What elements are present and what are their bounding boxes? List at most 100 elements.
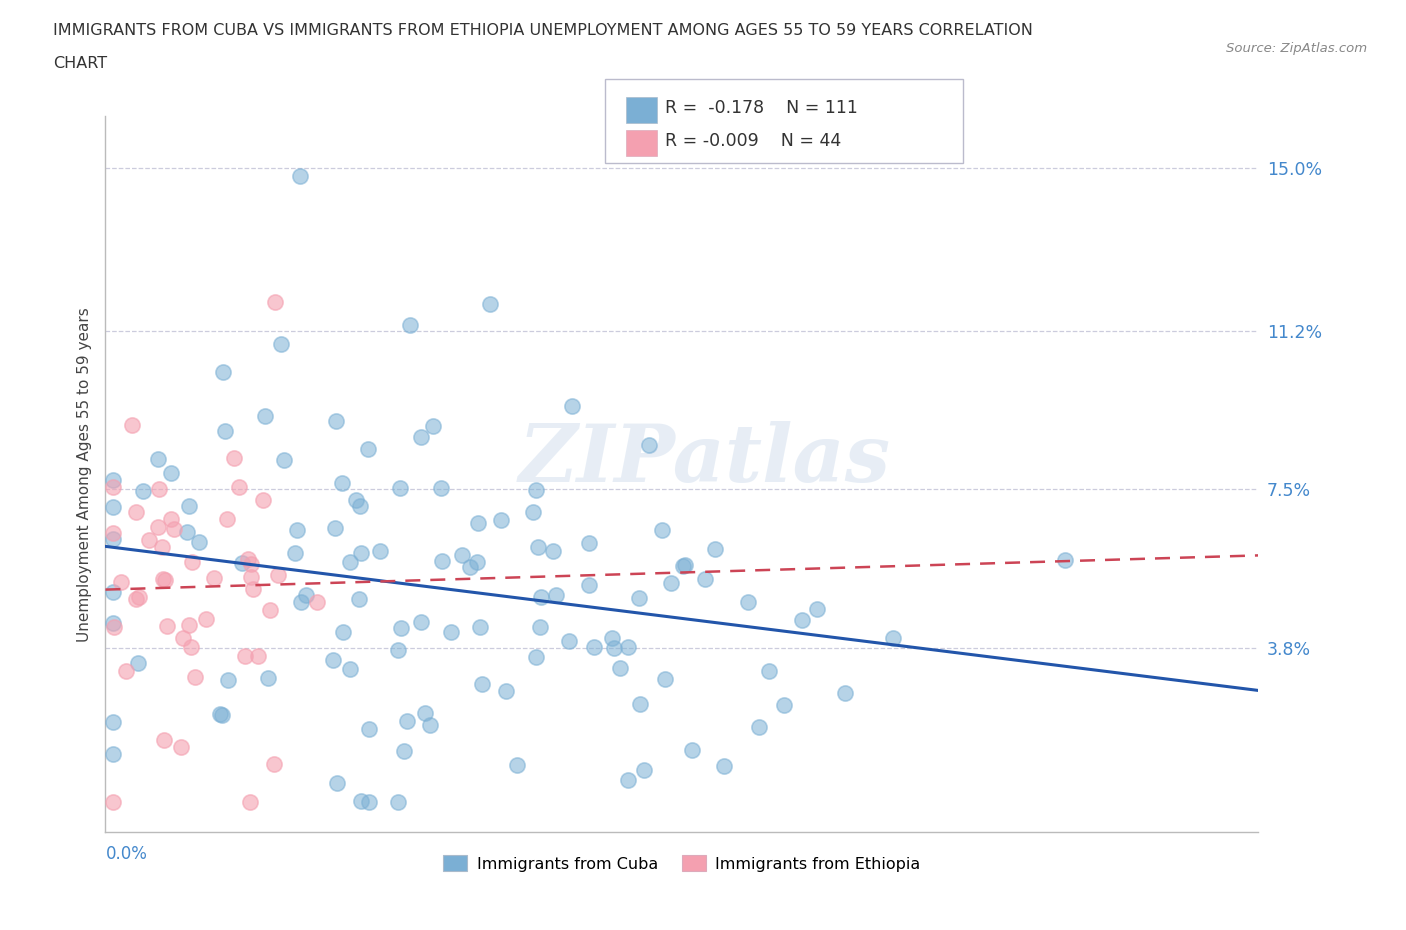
Point	[156, 618, 179, 633]
Point	[110, 575, 132, 590]
Point	[212, 365, 235, 379]
Point	[101, 472, 124, 487]
Point	[228, 480, 250, 495]
Point	[527, 539, 550, 554]
Point	[233, 648, 256, 663]
Point	[578, 578, 600, 592]
Text: ZIPatlas: ZIPatlas	[519, 421, 891, 498]
Y-axis label: Unemployment Among Ages 55 to 59 years: Unemployment Among Ages 55 to 59 years	[76, 307, 91, 642]
Point	[806, 602, 828, 617]
Point	[370, 543, 392, 558]
Point	[506, 757, 529, 772]
Point	[101, 616, 124, 631]
Point	[451, 548, 474, 563]
Point	[155, 573, 177, 588]
Point	[430, 481, 453, 496]
Point	[101, 499, 124, 514]
Point	[208, 706, 231, 721]
Point	[211, 708, 233, 723]
Point	[349, 592, 371, 607]
Point	[467, 515, 489, 530]
Point	[290, 169, 312, 184]
Point	[458, 560, 481, 575]
Point	[150, 540, 173, 555]
Point	[495, 684, 517, 698]
Point	[138, 532, 160, 547]
Point	[530, 590, 553, 604]
Point	[125, 591, 148, 606]
Point	[247, 649, 270, 664]
Point	[522, 504, 544, 519]
Point	[617, 640, 640, 655]
Point	[125, 505, 148, 520]
Point	[322, 653, 344, 668]
Text: CHART: CHART	[53, 56, 107, 71]
Point	[263, 295, 285, 310]
Point	[479, 297, 502, 312]
Point	[285, 523, 308, 538]
Point	[541, 543, 564, 558]
Point	[224, 450, 246, 465]
Point	[758, 664, 780, 679]
Point	[325, 413, 347, 428]
Point	[578, 536, 600, 551]
Point	[339, 554, 361, 569]
Point	[681, 743, 703, 758]
Point	[419, 718, 441, 733]
Point	[357, 441, 380, 456]
Point	[344, 493, 367, 508]
Point	[882, 631, 904, 645]
Point	[558, 633, 581, 648]
Point	[240, 570, 263, 585]
Legend: Immigrants from Cuba, Immigrants from Ethiopia: Immigrants from Cuba, Immigrants from Et…	[437, 849, 927, 878]
Point	[387, 795, 409, 810]
Point	[217, 672, 239, 687]
Point	[544, 588, 567, 603]
Point	[202, 570, 225, 585]
Point	[651, 523, 673, 538]
Point	[471, 677, 494, 692]
Point	[195, 612, 218, 627]
Point	[187, 535, 209, 550]
Point	[101, 525, 124, 540]
Point	[115, 664, 138, 679]
Point	[737, 594, 759, 609]
Point	[524, 649, 547, 664]
Point	[389, 620, 412, 635]
Point	[617, 772, 640, 787]
Point	[231, 555, 253, 570]
Point	[529, 619, 551, 634]
Point	[103, 619, 125, 634]
Point	[180, 640, 202, 655]
Point	[396, 713, 419, 728]
Point	[239, 557, 262, 572]
Point	[465, 554, 488, 569]
Text: Source: ZipAtlas.com: Source: ZipAtlas.com	[1226, 42, 1367, 55]
Point	[600, 631, 623, 645]
Point	[359, 795, 381, 810]
Point	[349, 498, 371, 513]
Point	[332, 625, 354, 640]
Point	[181, 554, 204, 569]
Point	[295, 588, 318, 603]
Point	[350, 546, 373, 561]
Point	[609, 660, 631, 675]
Point	[583, 639, 606, 654]
Point	[128, 590, 150, 604]
Point	[748, 720, 770, 735]
Point	[242, 581, 264, 596]
Point	[267, 568, 290, 583]
Point	[1054, 552, 1077, 567]
Point	[672, 559, 695, 574]
Point	[468, 619, 491, 634]
Point	[413, 705, 436, 720]
Text: R = -0.009    N = 44: R = -0.009 N = 44	[665, 132, 841, 150]
Point	[394, 744, 416, 759]
Point	[172, 631, 194, 645]
Point	[489, 512, 512, 527]
Point	[350, 794, 373, 809]
Point	[176, 525, 198, 539]
Point	[254, 409, 277, 424]
Point	[357, 722, 380, 737]
Point	[704, 541, 727, 556]
